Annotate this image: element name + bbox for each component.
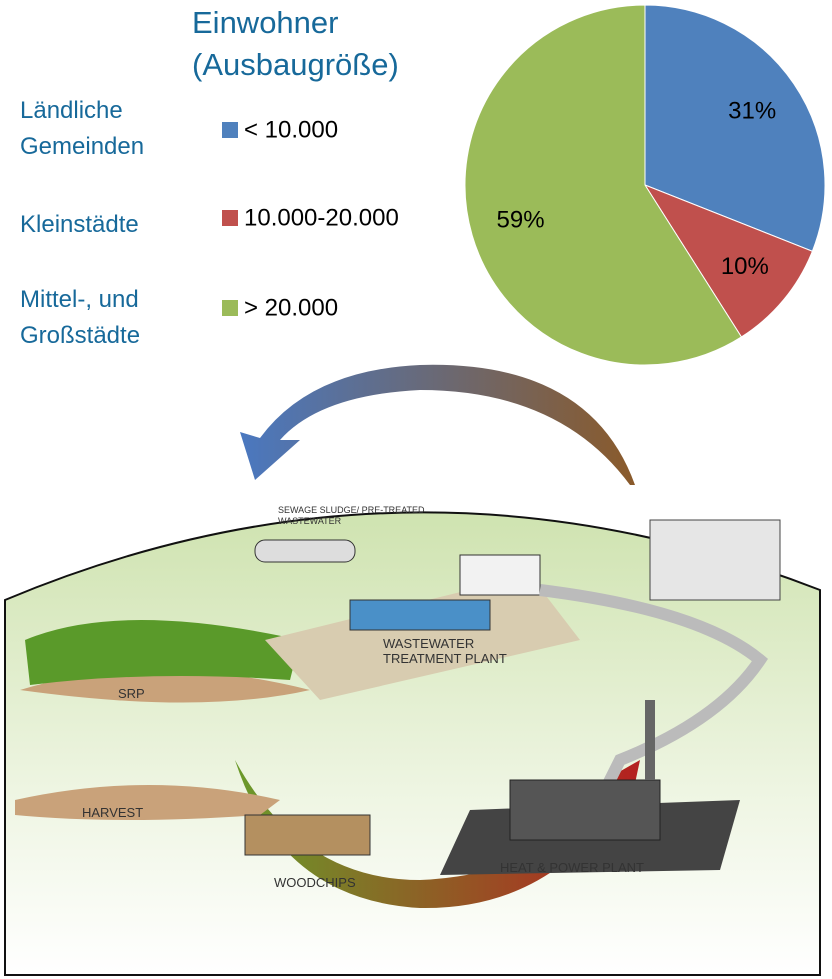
city — [650, 520, 780, 600]
group-label: Mittel-, und Großstädte — [20, 282, 180, 354]
illustration-label: WASTEWATER TREATMENT PLANT — [383, 636, 543, 666]
illustration-label: WOODCHIPS — [274, 875, 356, 890]
group-label: Ländliche Gemeinden — [20, 93, 180, 165]
group-label: Kleinstädte — [20, 207, 180, 243]
chart-title: Einwohner (Ausbaugröße) — [192, 2, 432, 86]
illustration-label: HEAT & POWER PLANT — [500, 860, 644, 875]
building — [460, 555, 540, 595]
page: 31% < 10.000 10% 10.000-20.000 59% > 20.000 E… — [0, 0, 832, 979]
legend-swatch — [222, 300, 238, 316]
basin — [350, 600, 490, 630]
value-label: 59% — [497, 207, 545, 234]
legend-label: < 10.000 — [244, 116, 338, 143]
illustration — [5, 365, 820, 975]
legend-label: > 20.000 — [244, 294, 338, 321]
cycle-arrow — [240, 365, 635, 485]
illustration-label: HARVEST — [82, 805, 143, 820]
value-label: 10% — [721, 253, 769, 280]
illustration-label: SRP — [118, 686, 145, 701]
legend-label: 10.000-20.000 — [244, 204, 399, 231]
illustration-label: SEWAGE SLUDGE/ PRE-TREATED WASTEWATER — [278, 505, 448, 527]
value-label: 31% — [728, 97, 776, 124]
legend-swatch — [222, 210, 238, 226]
power-plant — [510, 780, 660, 840]
chimney — [645, 700, 655, 780]
truck — [245, 815, 370, 855]
truck — [255, 540, 355, 562]
legend-swatch — [222, 122, 238, 138]
